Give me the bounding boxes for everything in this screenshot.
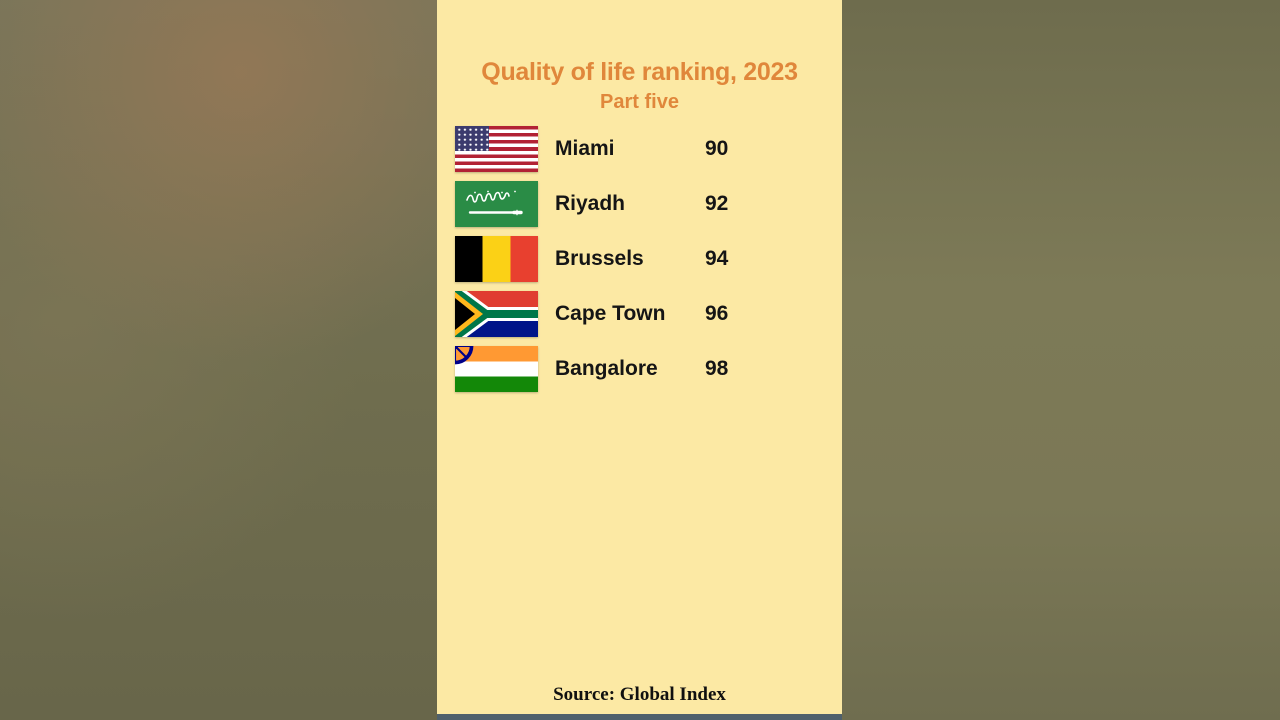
infographic-panel: Quality of life ranking, 2023 Part five …	[437, 0, 842, 720]
ranking-row-miami: Miami 90	[455, 126, 824, 172]
score-value: 92	[705, 192, 729, 215]
ranking-row-brussels: Brussels 94	[455, 236, 824, 282]
source-caption: Source: Global Index	[553, 684, 726, 705]
ranking-list: Miami 90 Riy	[455, 126, 824, 401]
page-subtitle: Part five	[600, 91, 679, 113]
page-title: Quality of life ranking, 2023	[481, 58, 798, 86]
ashoka-chakra-icon	[455, 346, 474, 365]
score-value: 90	[705, 137, 729, 160]
saudi-arabia-flag-icon	[455, 181, 538, 227]
city-label: Bangalore	[555, 357, 658, 380]
city-label: Riyadh	[555, 192, 626, 215]
blurred-background-left	[0, 0, 438, 720]
score-value: 96	[705, 302, 729, 325]
city-label: Brussels	[555, 247, 644, 270]
score-value: 98	[705, 357, 729, 380]
belgium-flag-icon	[455, 236, 538, 282]
ranking-row-bangalore: Bangalore 98	[455, 346, 824, 392]
score-value: 94	[705, 247, 729, 270]
video-bottom-edge	[437, 714, 842, 720]
city-label: Miami	[555, 137, 615, 160]
us-flag-icon	[455, 126, 538, 172]
us-flag-canton	[455, 126, 489, 151]
blurred-background-right	[842, 0, 1280, 720]
india-flag-icon	[455, 346, 538, 392]
ranking-row-riyadh: Riyadh 92	[455, 181, 824, 227]
ranking-row-cape-town: Cape Town 96	[455, 291, 824, 337]
city-label: Cape Town	[555, 302, 666, 325]
south-africa-flag-icon	[455, 291, 538, 337]
